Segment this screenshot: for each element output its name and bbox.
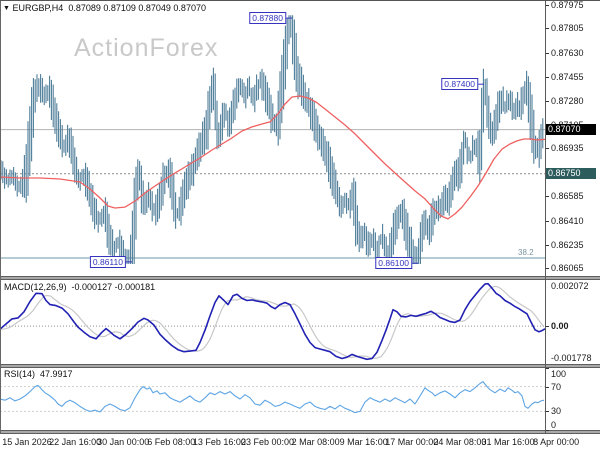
rsi-axis-label: 70 — [551, 381, 562, 392]
panel-separator[interactable] — [0, 430, 600, 434]
rsi-indicator-name: RSI(14) — [4, 369, 36, 379]
price-axis-tick — [545, 100, 549, 102]
plot-left-border — [0, 1, 1, 433]
price-bars — [0, 15, 544, 264]
panel-separator[interactable] — [0, 364, 600, 368]
chart-title: ▼ EURGBP,H4 0.87089 0.87109 0.87049 0.87… — [3, 3, 206, 13]
price-axis-label: 0.87630 — [551, 47, 584, 58]
price-axis-tick — [545, 244, 549, 246]
rsi-chart-canvas[interactable] — [0, 368, 545, 430]
fib-38-label: 38.2 — [518, 248, 534, 258]
time-axis-label: 9 Mar 16:00 — [339, 437, 388, 447]
price-axis-tick — [545, 4, 549, 6]
time-axis-label: 24 Mar 08:00 — [433, 437, 487, 447]
macd-chart-canvas[interactable] — [0, 280, 545, 364]
time-axis-label: 22 Jan 16:00 — [49, 437, 102, 447]
rsi-axis-tick — [545, 430, 549, 431]
rsi-axis-tick — [545, 411, 549, 412]
price-axis-label: 0.86935 — [551, 143, 584, 154]
price-axis-tick — [545, 28, 549, 30]
price-annotation-label: 0.86110 — [89, 255, 126, 268]
macd-axis-label: 0.00 — [551, 321, 569, 332]
time-axis-label: 6 Feb 08:00 — [147, 437, 196, 447]
watermark: ActionForex — [74, 34, 219, 62]
rsi-axis-tick — [545, 387, 549, 388]
time-axis-label: 15 Jan 2026 — [2, 437, 52, 447]
price-axis-label: 0.87805 — [551, 23, 584, 34]
macd-indicator-values: -0.000127 -0.000181 — [71, 282, 156, 292]
macd-axis-tick — [545, 326, 549, 328]
time-axis-label: 30 Jan 00:00 — [97, 437, 150, 447]
price-axis-tick — [545, 148, 549, 150]
price-axis-tick — [545, 196, 549, 198]
price-annotation-label: 0.87400 — [441, 78, 478, 91]
moving-average-line — [0, 95, 545, 220]
macd-axis-label: 0.002072 — [551, 281, 589, 291]
time-axis-label: 17 Mar 00:00 — [385, 437, 439, 447]
ohlc-values: 0.87089 0.87109 0.87049 0.87070 — [68, 3, 206, 13]
macd-signal-line — [0, 285, 544, 360]
price-axis-label: 0.86235 — [551, 239, 584, 250]
price-axis-label: 0.86410 — [551, 215, 584, 226]
rsi-axis-tick — [545, 368, 549, 369]
price-axis-label: 0.87280 — [551, 95, 584, 106]
time-axis-label: 31 Mar 16:00 — [481, 437, 535, 447]
current-price-box: 0.87070 — [546, 124, 596, 136]
macd-indicator-name: MACD(12,26,9) — [4, 282, 67, 292]
price-axis-tick — [545, 268, 549, 270]
price-axis-label: 0.87455 — [551, 71, 584, 82]
price-annotation-label: 0.87880 — [249, 12, 286, 25]
time-axis-label: 23 Feb 00:00 — [240, 437, 295, 447]
time-axis-label: 13 Feb 16:00 — [192, 437, 246, 447]
rsi-axis-label: 30 — [551, 406, 562, 417]
price-axis-label: 0.86065 — [551, 263, 584, 274]
time-axis[interactable]: 15 Jan 2026 22 Jan 16:00 30 Jan 00:00 6 Feb… — [0, 434, 600, 450]
axis-separator-line — [545, 1, 546, 434]
macd-axis-label: -0.001778 — [551, 353, 592, 363]
symbol-period-label: EURGBP,H4 — [12, 3, 64, 13]
price-axis-label: 0.86585 — [551, 191, 584, 202]
price-chart-canvas[interactable] — [0, 1, 545, 276]
time-axis-label: 2 Mar 08:00 — [291, 437, 340, 447]
rsi-axis-label: 100 — [551, 369, 567, 379]
time-axis-label: 8 Apr 00:00 — [533, 437, 580, 447]
highlighted-level-box: 0.86750 — [546, 168, 596, 180]
price-axis-tick — [545, 220, 549, 222]
rsi-axis-label: 0 — [551, 420, 557, 430]
price-annotation-label: 0.86100 — [375, 257, 412, 270]
macd-panel-label: MACD(12,26,9) -0.000127 -0.000181 — [4, 282, 155, 292]
panel-separator[interactable] — [0, 276, 600, 280]
rsi-indicator-value: 47.9917 — [40, 369, 73, 379]
price-axis-label: 0.87975 — [551, 0, 584, 10]
rsi-panel-label: RSI(14) 47.9917 — [4, 369, 73, 379]
price-axis-tick — [545, 76, 549, 78]
price-axis-tick — [545, 52, 549, 54]
symbol-dropdown-arrow-icon[interactable]: ▼ — [3, 5, 10, 12]
macd-main-line — [0, 282, 545, 361]
rsi-line — [0, 381, 545, 414]
